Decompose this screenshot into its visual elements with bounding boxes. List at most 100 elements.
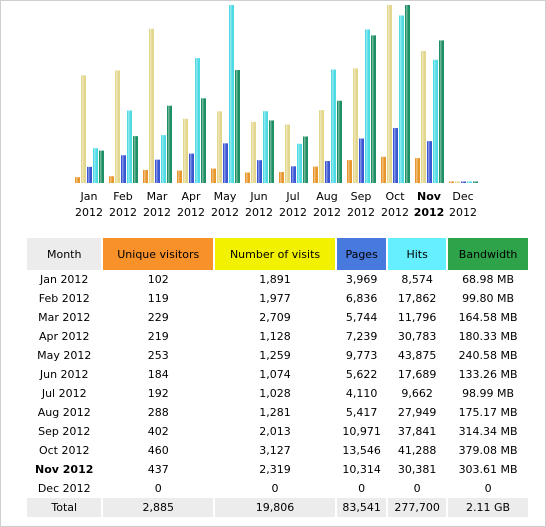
bar-highlight	[372, 35, 374, 184]
bar-hits-may	[229, 5, 234, 183]
cell-pages: 7,239	[345, 330, 378, 343]
bar-visits-jun	[251, 121, 256, 183]
bar-highlight	[246, 172, 248, 183]
bar-highlight	[388, 5, 390, 183]
bar-hits-jan	[93, 148, 98, 183]
cell-bandwidth: 68.98 MB	[462, 273, 515, 286]
x-tick-year-label: 2012	[177, 206, 205, 219]
bar-highlight	[450, 181, 452, 183]
cell-visitors: 288	[147, 406, 169, 419]
table-row: Oct 2012 460 3,127 13,546 41,288 379.08 MB	[27, 441, 528, 460]
table-row: Feb 2012 119 1,977 6,836 17,862 99.80 MB	[27, 289, 528, 308]
bar-visits-feb	[115, 70, 120, 183]
bar-visitors-mar	[143, 169, 148, 183]
bar-visits-aug	[319, 110, 324, 183]
cell-pages: 5,622	[345, 368, 378, 381]
total-visitors: 2,885	[103, 498, 214, 517]
table-row: Jul 2012 192 1,028 4,110 9,662 98.99 MB	[27, 384, 528, 403]
cell-hits: 8,574	[401, 273, 433, 286]
cell-month: Apr 2012	[38, 330, 90, 343]
bar-visits-jul	[285, 124, 290, 183]
bar-highlight	[314, 166, 316, 183]
bar-highlight	[286, 124, 288, 183]
cell-month: Mar 2012	[38, 311, 91, 324]
cell-hits: 17,862	[397, 292, 437, 305]
x-tick-year-label: 2012	[381, 206, 409, 219]
cell-visits: 0	[271, 482, 279, 495]
bar-bandwidth-jul	[303, 136, 308, 183]
bar-highlight	[150, 28, 152, 183]
bar-hits-oct	[399, 15, 404, 183]
bar-highlight	[400, 15, 402, 183]
bar-highlight	[190, 153, 192, 183]
cell-visits: 1,891	[259, 273, 291, 286]
cell-visitors: 402	[147, 425, 169, 438]
bar-pages-jan	[87, 166, 92, 183]
bar-pages-feb	[121, 155, 126, 183]
x-tick-month-label: Feb	[113, 190, 132, 203]
x-tick-year-label: 2012	[449, 206, 477, 219]
x-tick-year-label: 2012	[75, 206, 103, 219]
bar-pages-mar	[155, 159, 160, 183]
cell-month: May 2012	[37, 349, 92, 362]
bar-highlight	[462, 181, 464, 183]
bar-highlight	[474, 181, 476, 183]
bar-highlight	[218, 111, 220, 183]
cell-bandwidth: 180.33 MB	[458, 330, 518, 343]
cell-bandwidth: 0	[484, 482, 492, 495]
cell-visitors: 437	[147, 463, 169, 476]
bar-bandwidth-nov	[439, 40, 444, 184]
bar-visitors-apr	[177, 170, 182, 183]
bar-highlight	[366, 29, 368, 184]
bar-highlight	[280, 172, 282, 183]
bar-bandwidth-jan	[99, 150, 104, 183]
bar-bandwidth-oct	[405, 5, 410, 183]
bar-highlight	[304, 136, 306, 183]
cell-hits: 41,288	[397, 444, 437, 457]
bar-visitors-feb	[109, 176, 114, 183]
bar-visits-jan	[81, 75, 86, 183]
cell-visitors: 119	[147, 292, 169, 305]
bar-highlight	[270, 120, 272, 183]
total-visits: 19,806	[215, 498, 336, 517]
bar-highlight	[162, 135, 164, 183]
bar-highlight	[468, 181, 470, 183]
bar-visitors-aug	[313, 166, 318, 183]
bar-highlight	[360, 138, 362, 183]
cell-bandwidth: 314.34 MB	[458, 425, 518, 438]
x-tick-month-label: Nov	[417, 190, 442, 203]
cell-bandwidth: 175.17 MB	[458, 406, 518, 419]
x-tick-year-label: 2012	[313, 206, 341, 219]
cell-visits: 3,127	[259, 444, 291, 457]
x-tick-month-label: Oct	[385, 190, 405, 203]
cell-pages: 4,110	[345, 387, 378, 400]
bar-bandwidth-dec	[473, 181, 478, 183]
bar-highlight	[202, 98, 204, 183]
cell-visitors: 102	[147, 273, 169, 286]
bar-highlight	[230, 5, 232, 183]
x-tick-month-label: May	[214, 190, 237, 203]
bar-highlight	[116, 70, 118, 183]
bar-bandwidth-apr	[201, 98, 206, 183]
header-unique-visitors: Unique visitors	[103, 238, 214, 270]
cell-bandwidth: 133.26 MB	[458, 368, 518, 381]
cell-month: Oct 2012	[38, 444, 90, 457]
bar-highlight	[354, 68, 356, 183]
cell-hits: 9,662	[401, 387, 433, 400]
cell-hits: 30,381	[397, 463, 437, 476]
bar-highlight	[128, 110, 130, 183]
table-row: Mar 2012 229 2,709 5,744 11,796 164.58 MB	[27, 308, 528, 327]
x-tick-year-label: 2012	[414, 206, 445, 219]
cell-visitors: 229	[147, 311, 169, 324]
bar-highlight	[100, 150, 102, 183]
cell-hits: 11,796	[397, 311, 437, 324]
bar-visitors-jun	[245, 172, 250, 183]
bar-highlight	[168, 105, 170, 183]
monthly-history-chart: Jan 2012 Feb 2012 Mar 2012 Apr 2012 May 2012 Jun 20…	[75, 5, 478, 219]
cell-bandwidth: 379.08 MB	[458, 444, 518, 457]
bar-highlight	[338, 100, 340, 183]
cell-month: Feb 2012	[38, 292, 90, 305]
bar-highlight	[94, 148, 96, 183]
x-tick-year-label: 2012	[109, 206, 137, 219]
header-hits: Hits	[388, 238, 447, 270]
